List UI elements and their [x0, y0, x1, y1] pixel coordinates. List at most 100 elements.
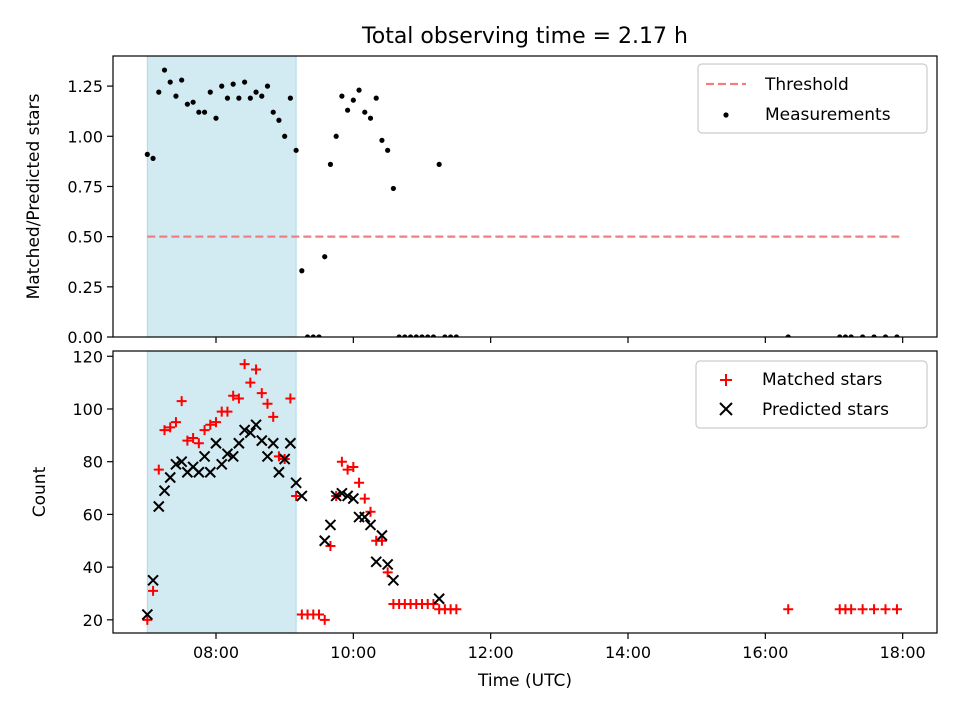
panel1-dot-point-53 — [448, 334, 454, 337]
panel1-dot-point-23 — [276, 117, 282, 123]
x-tick-label-5: 18:00 — [880, 643, 926, 662]
panel2-plus-point-59 — [857, 604, 868, 615]
panel1-dot-point-39 — [367, 115, 374, 121]
panel1-dot-point-26 — [293, 147, 299, 153]
panel2-plus-point-3 — [159, 425, 170, 436]
panel1-dot-point-50 — [430, 334, 437, 337]
panel1-dot-point-47 — [413, 334, 419, 337]
panel2-x-point-11 — [204, 466, 216, 478]
panel2-plus-point-2 — [153, 464, 164, 475]
panel1-dot-point-29 — [310, 334, 316, 337]
panel1-dot-point-14 — [224, 95, 231, 101]
panel2-plus-point-15 — [228, 390, 239, 401]
panel2-x-point-28 — [319, 535, 331, 547]
panel2-x-point-36 — [364, 519, 377, 531]
panel2-plus-point-17 — [239, 359, 250, 370]
panel2-y-tick-label-0: 20 — [83, 611, 103, 630]
panel2-x-point-26 — [290, 477, 302, 489]
panel2-x-point-39 — [381, 558, 394, 571]
panel2-plus-point-0 — [142, 614, 153, 625]
panel2-frame — [112, 350, 938, 634]
x-tick-label-4: 16:00 — [742, 643, 788, 662]
panel2-x-point-5 — [170, 458, 182, 471]
panel2-x-point-27 — [296, 490, 308, 502]
panel1-dot-point-10 — [201, 109, 208, 115]
panel1-dot-point-55 — [785, 334, 791, 337]
panel2-plus-point-30 — [314, 609, 324, 620]
panel1-dot-point-17 — [242, 79, 248, 85]
panel1-dot-point-6 — [179, 77, 185, 83]
panel2-plus-point-12 — [211, 417, 221, 428]
figure-title: Total observing time = 2.17 h — [361, 24, 688, 49]
panel2-x-point-19 — [250, 419, 262, 431]
panel1-markers — [144, 67, 900, 337]
panel1-dot-point-19 — [253, 89, 259, 95]
panel1-dot-point-37 — [356, 87, 362, 93]
panel2-plus-point-20 — [256, 388, 267, 399]
panel2-plus-point-35 — [342, 464, 353, 475]
panel2-plus-point-36 — [348, 461, 359, 472]
x-tick-label-3: 14:00 — [605, 643, 651, 662]
panel2-x-point-21 — [261, 450, 274, 463]
panel2-plus-point-18 — [245, 377, 256, 388]
panel1-dot-point-9 — [196, 109, 202, 115]
panel1-dot-point-7 — [184, 101, 190, 107]
panel2-x-point-40 — [387, 574, 400, 586]
panel2-plus-point-5 — [170, 417, 181, 428]
panel2-x-point-14 — [221, 448, 234, 460]
panel2-plus-point-55 — [783, 604, 794, 615]
panel2-plus-point-62 — [891, 604, 902, 615]
panel1-y-axis-label: Matched/Predicted stars — [24, 93, 44, 299]
panel1-y-tick-label-0: 0.00 — [67, 328, 103, 347]
panel2-plus-point-8 — [188, 432, 199, 443]
panel1-dot-point-21 — [264, 83, 271, 89]
panel2-plus-point-19 — [251, 364, 262, 375]
panel2-x-point-41 — [433, 593, 445, 605]
panel1-dot-point-57 — [842, 334, 849, 337]
panel1-dot-point-3 — [161, 67, 168, 73]
panel2-plus-point-10 — [199, 425, 210, 436]
panel1-dot-point-30 — [316, 334, 322, 337]
x-tick-label-1: 10:00 — [330, 643, 376, 662]
panel1-dot-point-20 — [259, 93, 265, 99]
panel2-y-tick-label-3: 80 — [83, 453, 103, 472]
panel2-x-point-4 — [164, 471, 176, 484]
panel1-dot-point-34 — [339, 93, 345, 99]
panel1-dot-point-33 — [333, 133, 339, 139]
panel2-x-point-35 — [359, 511, 371, 523]
panel1-dot-point-18 — [247, 95, 253, 101]
panel1-dot-point-15 — [230, 81, 236, 87]
panel1-dot-point-46 — [407, 334, 414, 337]
panel1-dot-point-4 — [167, 79, 173, 85]
panel2-plus-point-31 — [319, 614, 330, 625]
panel2-plus-point-42 — [382, 567, 393, 578]
panel2-plus-point-25 — [285, 393, 296, 404]
panel2-x-point-6 — [175, 455, 188, 468]
panel2-plus-point-32 — [325, 541, 336, 552]
panel1-dot-point-48 — [419, 334, 425, 337]
panel2-x-point-31 — [336, 487, 348, 500]
panel1-dot-point-32 — [327, 161, 334, 167]
panel1-dot-point-60 — [871, 334, 877, 337]
panel2-plus-point-6 — [176, 396, 187, 407]
legend-threshold-label: Threshold — [764, 75, 849, 95]
panel1-y-tick-label-3: 0.75 — [67, 177, 103, 196]
panel1-shaded-interval — [146, 55, 297, 338]
panel1-dot-point-51 — [436, 161, 442, 167]
x-axis-label: Time (UTC) — [477, 671, 572, 691]
panel2-x-point-16 — [233, 437, 245, 449]
panel1-dot-point-62 — [894, 334, 900, 337]
panel1-dot-point-13 — [219, 83, 225, 89]
panel2-plus-point-61 — [880, 604, 891, 615]
panel1-dot-point-42 — [385, 147, 391, 153]
panel2-plus-point-22 — [268, 411, 279, 422]
top-panel-ratio: 0.00 0.25 0.50 0.75 1.00 1.25 Matched/Predicte… — [24, 55, 938, 347]
panel2-y-tick-label-1: 40 — [83, 558, 103, 577]
bottom-panel-counts: 08:00 10:00 12:00 14:00 16:00 18:00 20 40 60 80 10… — [30, 347, 938, 691]
x-tick-label-2: 12:00 — [468, 643, 514, 662]
panel2-shaded-interval — [146, 350, 297, 634]
legend-measurements-label: Measurements — [765, 105, 891, 125]
panel2-y-tick-label-5: 120 — [72, 347, 103, 366]
panel1-dot-point-54 — [453, 334, 459, 337]
panel2-plus-point-14 — [222, 406, 233, 417]
